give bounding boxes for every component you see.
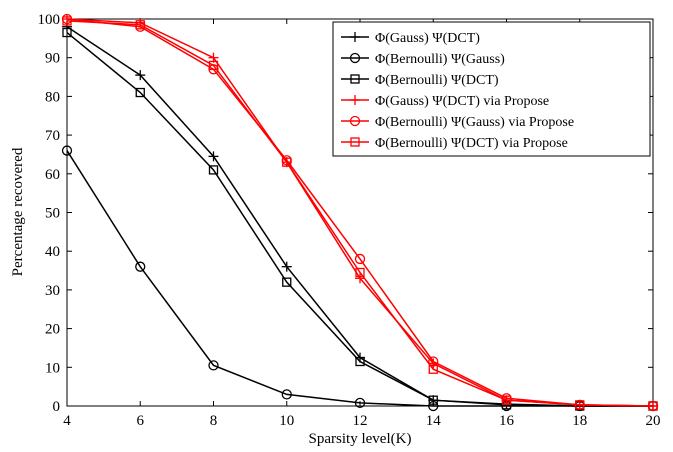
x-tick-label: 6 — [137, 413, 145, 429]
data-point — [282, 157, 292, 167]
x-axis-label: Sparsity level(K) — [309, 431, 412, 447]
legend-marker — [350, 74, 360, 84]
series-group — [61, 13, 659, 412]
x-tick-label: 20 — [646, 413, 661, 429]
legend-entry: Φ(Bernoulli) Ψ(DCT) via Propose — [341, 136, 568, 151]
legend-entry: Φ(Bernoulli) Ψ(Gauss) — [341, 52, 505, 67]
data-point — [208, 360, 219, 371]
data-point — [355, 273, 365, 284]
x-tick-label: 12 — [353, 413, 368, 429]
data-point — [135, 20, 145, 30]
data-point — [208, 165, 219, 175]
legend-label: Φ(Bernoulli) Ψ(DCT) — [375, 73, 499, 88]
data-point — [208, 60, 219, 71]
legend-label: Φ(Bernoulli) Ψ(Gauss) via Propose — [375, 115, 574, 130]
data-point — [501, 395, 512, 405]
data-point — [281, 389, 292, 400]
legend-marker — [350, 137, 360, 147]
data-point — [428, 400, 439, 412]
legend-marker — [349, 52, 361, 64]
y-tick-label: 40 — [45, 244, 60, 260]
data-point — [355, 267, 365, 278]
y-tick-label: 100 — [38, 12, 61, 28]
legend-entry: Φ(Gauss) Ψ(DCT) via Propose — [341, 94, 549, 109]
data-point — [282, 277, 292, 287]
y-tick-label: 10 — [45, 360, 60, 376]
legend-label: Φ(Bernoulli) Ψ(DCT) via Propose — [375, 136, 568, 151]
x-tick-label: 4 — [63, 413, 71, 429]
y-tick-label: 20 — [45, 322, 60, 338]
legend-label: Φ(Gauss) Ψ(DCT) via Propose — [375, 94, 549, 109]
x-tick-label: 16 — [499, 413, 515, 429]
legend-entry: Φ(Bernoulli) Ψ(Gauss) via Propose — [341, 115, 574, 130]
legend-marker — [350, 95, 360, 105]
data-point — [648, 401, 658, 411]
y-tick-label: 60 — [45, 167, 60, 183]
legend-marker — [350, 32, 360, 42]
series-line — [66, 20, 654, 407]
legend-label: Φ(Bernoulli) Ψ(Gauss) — [375, 52, 505, 67]
data-point — [354, 397, 366, 409]
legend-entry: Φ(Gauss) Ψ(DCT) — [341, 31, 480, 46]
series-line — [66, 31, 653, 407]
y-tick-label: 70 — [45, 128, 60, 144]
y-axis-label: Percentage recovered — [10, 147, 26, 276]
x-tick-label: 18 — [572, 413, 587, 429]
data-point — [208, 151, 219, 162]
data-point — [428, 364, 438, 374]
legend-box — [332, 21, 651, 157]
series-3 — [62, 27, 658, 411]
data-point — [575, 400, 585, 410]
y-tick-label: 50 — [45, 206, 60, 222]
data-point — [281, 261, 292, 272]
y-axis-ticks: 0 10 20 30 40 50 60 70 80 90 100 — [38, 12, 653, 415]
y-tick-label: 80 — [45, 89, 60, 105]
legend-entry: Φ(Bernoulli) Ψ(DCT) — [341, 73, 499, 88]
x-tick-label: 8 — [210, 413, 218, 429]
legend-marker — [349, 115, 361, 127]
data-point — [62, 16, 72, 26]
data-point — [428, 395, 438, 405]
data-point — [135, 70, 146, 81]
series-6 — [62, 16, 658, 411]
y-tick-label: 30 — [45, 283, 60, 299]
y-tick-label: 0 — [53, 399, 61, 415]
data-point — [354, 253, 366, 265]
x-tick-label: 10 — [279, 413, 294, 429]
data-point — [428, 356, 439, 367]
data-point — [135, 261, 146, 272]
data-point — [135, 87, 145, 98]
x-tick-label: 14 — [426, 413, 442, 429]
y-tick-label: 90 — [45, 51, 60, 67]
data-point — [355, 356, 365, 367]
data-point — [62, 27, 72, 38]
legend: Φ(Gauss) Ψ(DCT) Φ(Bernoulli) Ψ(Gauss) Φ(Be… — [332, 21, 651, 157]
legend-label: Φ(Gauss) Ψ(DCT) — [375, 31, 480, 46]
data-point — [61, 145, 73, 156]
